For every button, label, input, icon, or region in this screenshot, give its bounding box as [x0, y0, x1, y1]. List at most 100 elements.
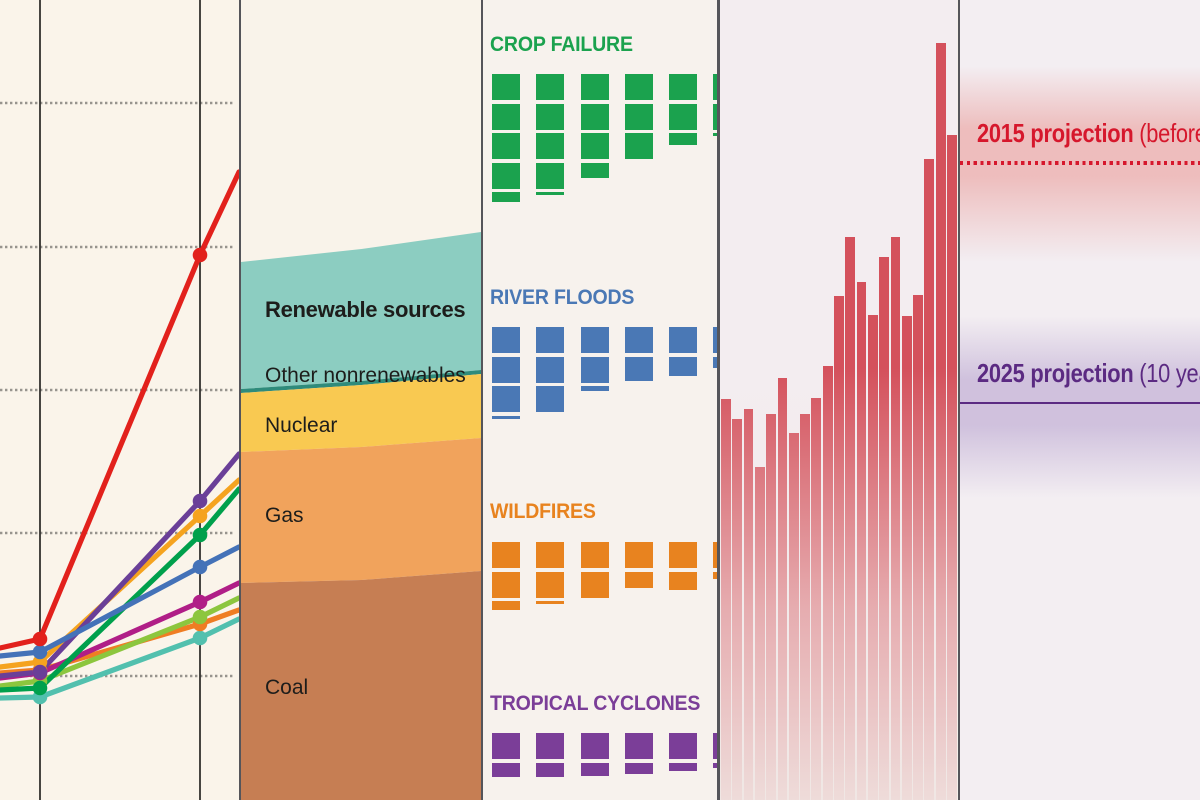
isotype-unit — [492, 162, 520, 189]
line-series-lime — [0, 595, 239, 689]
isotype-unit — [492, 415, 520, 420]
isotype-unit — [625, 733, 653, 759]
panel-divider — [480, 0, 483, 800]
isotype-unit — [492, 356, 520, 383]
frequency-bar — [913, 295, 923, 800]
isotype-unit — [536, 762, 564, 777]
isotype-unit — [625, 762, 653, 775]
isotype-unit — [492, 386, 520, 412]
panel-divider — [957, 0, 960, 800]
frequency-bar — [721, 399, 731, 800]
projection-2025-label: 2025 projection (10 yea — [977, 358, 1200, 389]
frequency-bar — [890, 237, 901, 800]
isotype-unit — [492, 601, 520, 611]
isotype-unit — [536, 192, 564, 195]
area-band-3 — [241, 438, 481, 583]
isotype-unit — [581, 542, 609, 568]
isotype-unit — [581, 356, 609, 383]
isotype-unit — [581, 327, 609, 353]
section-title-wildfires: WILDFIRES — [490, 500, 596, 523]
isotype-unit — [669, 327, 697, 353]
data-point-blue — [192, 559, 208, 575]
data-point-blue — [32, 644, 48, 660]
isotype-unit — [536, 74, 564, 100]
isotype-unit — [713, 356, 717, 369]
panel-divider — [717, 0, 720, 800]
band-label-nuclear: Nuclear — [265, 414, 338, 437]
isotype-unit — [536, 733, 564, 759]
panel-energy-mix: Renewable sources Other nonrenewables Nu… — [241, 0, 481, 800]
isotype-unit — [492, 327, 520, 353]
isotype-unit — [492, 192, 520, 203]
data-point-teal — [192, 630, 208, 646]
isotype-unit — [536, 571, 564, 598]
isotype-unit — [581, 733, 609, 759]
isotype-unit — [713, 733, 717, 759]
data-point-green — [192, 527, 208, 543]
panel-line-chart — [0, 0, 239, 800]
frequency-bar — [777, 378, 788, 800]
isotype-unit — [536, 162, 564, 189]
projection-2015-label: 2015 projection (before — [977, 118, 1200, 149]
section-title-crop-failure: CROP FAILURE — [490, 33, 633, 56]
isotype-unit — [669, 733, 697, 759]
data-point-purple — [32, 664, 48, 680]
section-title-river-floods: RIVER FLOODS — [490, 286, 635, 309]
isotype-unit — [713, 762, 717, 768]
frequency-bar — [766, 414, 777, 800]
projection-2015-label-rest: (before — [1133, 118, 1200, 148]
data-point-lime — [192, 609, 208, 625]
band-label-coal: Coal — [265, 676, 309, 699]
isotype-unit — [713, 103, 717, 130]
area-band-0 — [241, 232, 481, 389]
data-point-magenta — [192, 594, 208, 610]
data-point-amber — [32, 654, 48, 670]
band-label-gas: Gas — [265, 504, 304, 527]
isotype-unit — [713, 74, 717, 100]
frequency-bar — [732, 419, 743, 800]
band-label-renewable-sources: Renewable sources — [265, 297, 466, 322]
projection-2015-dotted-line — [960, 161, 1200, 165]
projection-2025-label-rest: (10 yea — [1139, 358, 1200, 388]
line-series-purple — [0, 451, 239, 679]
data-point-red — [32, 631, 48, 647]
frequency-bar — [743, 409, 754, 800]
projection-2025-label-bold: 2025 projection — [977, 358, 1134, 388]
frequency-bar — [924, 159, 935, 800]
isotype-unit — [492, 133, 520, 159]
area-band-1 — [241, 370, 481, 393]
isotype-unit — [625, 74, 653, 100]
data-point-amber — [192, 508, 208, 524]
isotype-unit — [669, 356, 697, 376]
area-band-2 — [241, 374, 481, 452]
frequency-bar — [935, 43, 946, 800]
data-point-red — [192, 247, 208, 263]
frequency-bar — [822, 366, 833, 800]
isotype-unit — [581, 762, 609, 777]
stacked-area-chart — [241, 232, 481, 800]
isotype-unit — [536, 327, 564, 353]
isotype-unit — [492, 733, 520, 759]
isotype-unit — [713, 571, 717, 580]
panel-projections: 2015 projection (before 2025 projection … — [960, 0, 1200, 800]
projection-2015-label-bold: 2015 projection — [977, 118, 1134, 148]
frequency-bar — [754, 467, 765, 800]
panel-divider — [238, 0, 241, 800]
line-series-teal — [0, 616, 239, 701]
isotype-unit — [581, 162, 609, 179]
isotype-unit — [625, 542, 653, 568]
area-band-4 — [241, 571, 481, 800]
panel-disaster-frequency — [719, 0, 957, 800]
isotype-unit — [581, 386, 609, 392]
isotype-unit — [536, 356, 564, 383]
isotype-unit — [492, 542, 520, 568]
frequency-bar — [788, 433, 799, 800]
frequency-bar — [800, 414, 810, 800]
isotype-unit — [625, 103, 653, 130]
isotype-unit — [581, 133, 609, 159]
isotype-unit — [492, 103, 520, 130]
isotype-unit — [536, 103, 564, 130]
projection-2025-band — [960, 316, 1200, 498]
isotype-unit — [492, 762, 520, 777]
